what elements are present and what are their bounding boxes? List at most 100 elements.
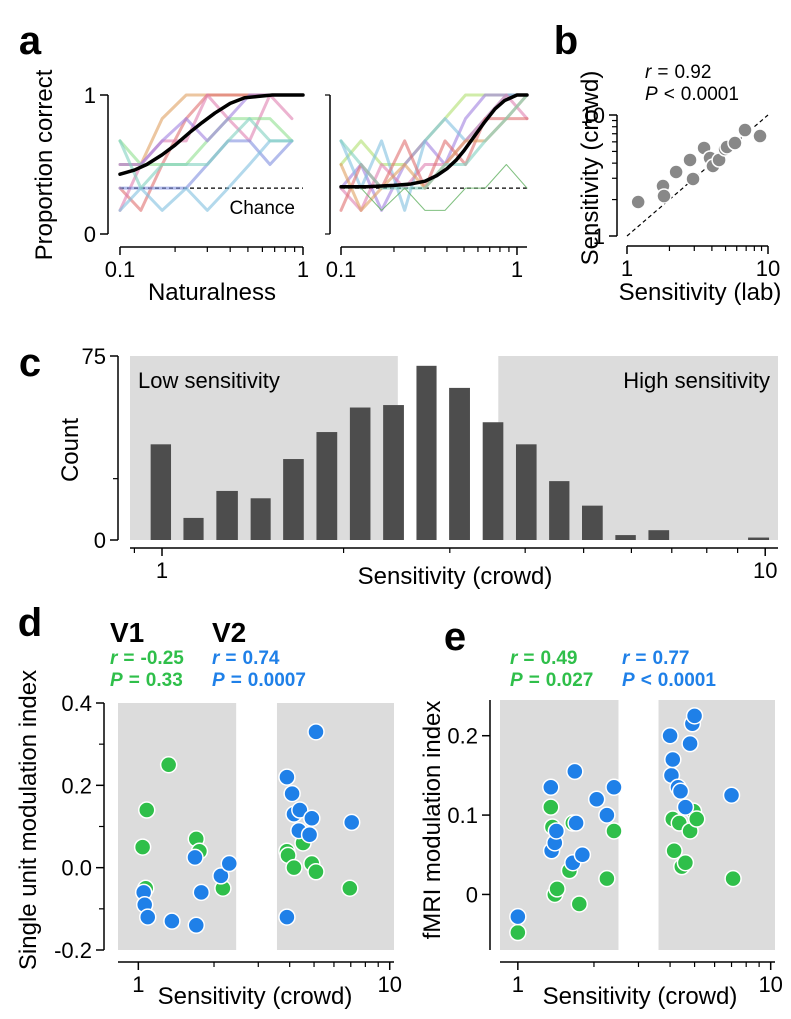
stat-relation: = [123,648,134,669]
point [212,867,230,885]
point [278,908,296,926]
line [340,164,528,211]
x-axis-label: Naturalness [148,279,276,306]
stat-symbol: P [510,670,523,691]
stat-value: -0.25 [141,648,185,669]
stat-symbol: P [212,670,225,691]
x-tick-label: 10 [758,972,782,997]
point [598,869,616,888]
bar [482,422,504,540]
stat: P <0.0001 [645,84,739,105]
point [341,879,359,897]
point [542,778,560,797]
point [605,778,623,797]
stat-relation: = [523,648,534,669]
stat-symbol: P [645,84,658,105]
stat: P = 0.0007 [212,670,306,691]
stat: P = 0.33 [110,670,183,691]
stat: r = 0.92 [645,62,711,83]
point [661,726,679,745]
y-tick-label: 1 [593,224,605,249]
stat-value: 0.49 [541,648,578,669]
point [685,171,701,187]
point [283,784,301,803]
legend-label: V1 [110,617,144,648]
bar [648,530,670,540]
bar [383,405,404,540]
point [137,801,156,819]
point [752,128,768,144]
point [573,846,592,864]
y-axis-label: Single unit modulation index [15,670,42,970]
bar [748,537,770,540]
x-tick-label: 1 [512,972,524,997]
panel-letter: e [444,615,466,659]
point [547,822,566,840]
y-tick-label: -0.2 [54,938,92,963]
region [118,703,237,950]
stat-relation: = [231,670,242,691]
y-tick-label: 1 [84,83,96,108]
point [159,756,178,774]
stat: r = 0.74 [212,648,280,669]
chance-label: Chance [230,198,296,219]
point [668,164,684,180]
point [566,762,584,781]
bar [216,490,238,540]
point [303,809,321,828]
point [567,814,585,832]
bar [283,459,304,540]
stat: P = 0.027 [510,670,593,691]
y-tick-label: 0.1 [447,803,478,828]
point [724,869,742,888]
y-tick-label: 0.4 [61,691,92,716]
point [291,801,309,819]
bar [416,365,437,540]
point [342,813,361,832]
stat-relation: < [664,84,675,105]
region [498,356,778,540]
point [688,810,706,828]
stat-relation: = [657,62,668,83]
stat-relation: = [529,670,540,691]
point [727,135,743,151]
stat-symbol: r [510,648,519,669]
point [722,786,741,804]
stat: r = 0.77 [622,648,690,669]
bar [549,481,570,540]
point [307,863,325,881]
line [118,117,294,190]
point [630,194,646,210]
panel-letter: c [19,341,41,385]
point [656,188,672,204]
x-tick-label: 1 [621,256,633,281]
point [278,768,296,786]
stat-value: 0.027 [546,670,594,691]
x-axis-label: Sensitivity (crowd) [358,563,553,590]
point [187,916,206,935]
stat-value: 0.33 [146,670,183,691]
x-tick-label: 1 [132,972,144,997]
stat-value: 0.74 [243,648,280,669]
bar [250,498,271,540]
line [339,93,529,190]
stat-symbol: r [212,648,221,669]
point [737,122,753,138]
bar [183,517,204,540]
stat-relation: = [129,670,140,691]
stat-value: 0.0001 [681,84,739,105]
y-tick-label: 75 [82,344,106,369]
point [587,790,606,808]
point [163,912,181,930]
bar [515,444,537,540]
stat-symbol: P [110,670,123,691]
point [300,825,319,844]
point [509,923,527,942]
stat-value: 0.0007 [248,670,306,691]
point [542,798,560,816]
point [285,858,303,877]
y-tick-label: 0.2 [61,773,92,798]
line [339,93,529,189]
bar [316,432,338,540]
point [685,707,704,725]
